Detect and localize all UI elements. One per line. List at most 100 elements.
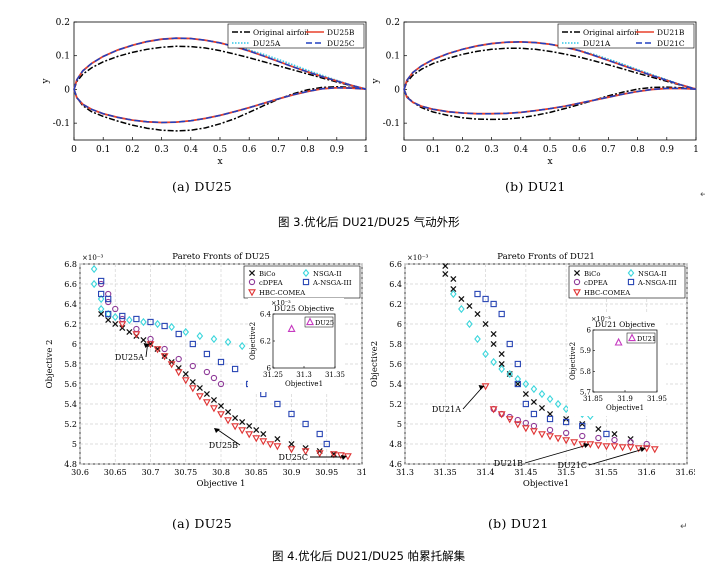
f4b-ytick-label: 5 <box>397 420 402 429</box>
f4a-s2-point-11 <box>210 374 218 382</box>
f4b-inset-legend-box <box>626 332 656 344</box>
f4a-annotation-arrowhead-2 <box>340 455 347 460</box>
f4b-s1-point-2 <box>466 319 473 329</box>
f3b-ytick-label: 0 <box>394 85 400 95</box>
f4b-s0-point-10-b <box>498 350 505 358</box>
f4b-inset-title: DU21 Objective <box>595 320 656 329</box>
f3a-series-0-upper <box>73 45 367 90</box>
f4b-legend-marker-0 <box>573 269 581 277</box>
f4b-title: Pareto Fronts of DU21 <box>497 252 595 262</box>
f4a-s4-point-23 <box>315 450 324 458</box>
f4a-s2-point-7 <box>161 345 168 353</box>
f4a-s0-point-20 <box>239 418 246 426</box>
f4b-s0-point-4 <box>458 295 465 303</box>
figure3-panel-b-sublabel: (b) DU21 <box>505 179 566 194</box>
f4a-legend-label-0: BiCo <box>259 270 275 278</box>
f4a-s0-point-21-b <box>246 422 253 430</box>
f4b-annotation-2: DU21C <box>558 461 587 470</box>
f4b-legend-box <box>568 265 686 299</box>
f4a-legend-marker-2 <box>248 278 256 286</box>
f4b-annotation-arrowhead-1 <box>583 443 590 448</box>
f4a-s4-point-11 <box>210 405 218 413</box>
f4b-s3-point-8 <box>530 410 538 418</box>
f4a-s2-point-9 <box>189 362 196 370</box>
f3a-legend-label-1: DU25A <box>253 39 281 48</box>
f4a-ylabel: Objective 2 <box>45 340 55 389</box>
f4b-ytick-label: 5.4 <box>389 380 402 389</box>
f4a-annotation-arrow-0 <box>145 344 148 358</box>
f4b-inset-ytick-label: 5.8 <box>580 368 591 376</box>
f4a-s3-point-6 <box>147 318 154 326</box>
f4b-s0-point-7-b <box>482 320 489 328</box>
f4b-s1-point-8 <box>514 374 522 384</box>
f4b-s0-point-10 <box>498 350 505 358</box>
f4b-s0-point-4-b <box>458 295 465 303</box>
f4b-s1-point-3 <box>474 334 481 344</box>
f4a-annotation-arrowhead-1 <box>214 428 220 433</box>
f4b-inset-xtick-label: 31.9 <box>617 395 633 403</box>
f3b-legend-label-3: DU21C <box>657 39 685 48</box>
f4a-s1-point-7 <box>140 317 147 327</box>
f4a-s2-point-10 <box>203 368 211 376</box>
f4b-s0-point-21 <box>611 430 618 438</box>
f4a-s0-point-24-b <box>274 435 281 443</box>
f4a-s3-point-3 <box>105 310 112 318</box>
f4a-s1-point-10 <box>182 327 190 337</box>
f4a-s3-point-1 <box>97 290 105 298</box>
f4b-s1-point-12 <box>546 394 554 404</box>
f4b-s3-point-0 <box>474 290 481 298</box>
f4b-legend-label-4: HBC-COMEA <box>584 289 630 297</box>
f4b-s1-point-0 <box>450 289 457 299</box>
f4b-s0-point-16 <box>538 404 545 412</box>
f4a-s4-point-22 <box>301 448 310 456</box>
f4b-ytick-label: 4.8 <box>389 440 402 449</box>
f4b-s1-point-6 <box>498 364 505 374</box>
f4a-s0-point-19 <box>232 414 239 422</box>
f4a-s0-point-19-b <box>232 414 239 422</box>
f4b-legend-marker-2 <box>573 278 581 286</box>
f4b-s3-point-7 <box>522 400 530 408</box>
f4a-inset-exp: ×10⁻³ <box>271 299 291 307</box>
f4a-ytick-label: 6.4 <box>64 300 77 309</box>
f3a-ytick-label: 0 <box>64 85 70 95</box>
f3a-series-0-lower <box>73 85 367 132</box>
f4b-s4-point-3 <box>505 416 514 424</box>
f4a-yexp: ×10⁻³ <box>82 254 103 262</box>
f4a-s1-point-0 <box>90 264 98 274</box>
f4a-s0-point-18-b <box>225 408 232 416</box>
f4a-inset-xtick-label: 31.35 <box>325 371 345 379</box>
f4b-inset-xtick-label: 31.95 <box>647 395 667 403</box>
f3a-xtick-label: 1 <box>363 145 369 155</box>
f3b-xtick-label: 0.9 <box>660 145 675 155</box>
f4b-ytick-label: 5.6 <box>389 360 402 369</box>
f4a-s4-point-5 <box>167 361 176 369</box>
f4b-s4-point-15 <box>602 443 611 451</box>
f4a-s3-point-2 <box>105 295 112 303</box>
f3a-xtick-label: 0.3 <box>154 145 169 155</box>
f4a-s1-point-13 <box>224 337 232 347</box>
f4a-s4-point-24 <box>329 451 338 459</box>
f4b-s2-point-10 <box>611 436 618 444</box>
f4a-s1-point-11 <box>196 331 204 341</box>
f4b-legend-label-3: A-NSGA-III <box>637 279 677 287</box>
f4b-s4-point-10 <box>562 437 571 445</box>
f4a-s0-point-1 <box>105 316 112 324</box>
figure4-panel-b-sublabel: (b) DU21 <box>488 516 549 531</box>
f4a-inset-ytick-label: 6 <box>267 365 272 373</box>
f3a-xtick-label: 0.1 <box>96 145 110 155</box>
f4a-s4-point-1 <box>132 331 141 339</box>
f4a-inset-legend-box <box>304 316 334 328</box>
f4a-s3-point-12 <box>231 365 239 373</box>
f4a-s0-point-4-b <box>126 328 133 336</box>
f4a-s2-point-12 <box>217 380 225 388</box>
return-mark-fig3: ↵ <box>700 190 705 200</box>
f4b-s1-point-7 <box>506 369 514 379</box>
f4b-s1-point-11 <box>538 389 546 399</box>
f4b-s0-point-8-b <box>490 330 497 338</box>
figure4-panel-a-sublabel: (a) DU25 <box>172 516 233 531</box>
f4b-inset-exp: ×10⁻³ <box>591 315 611 323</box>
f4b-annotation-arrow-2 <box>588 448 644 466</box>
f3b-ytick-label: -0.1 <box>383 119 400 129</box>
f4a-xtick-label: 30.75 <box>174 468 197 477</box>
f4a-s0-point-1-b <box>105 316 112 324</box>
